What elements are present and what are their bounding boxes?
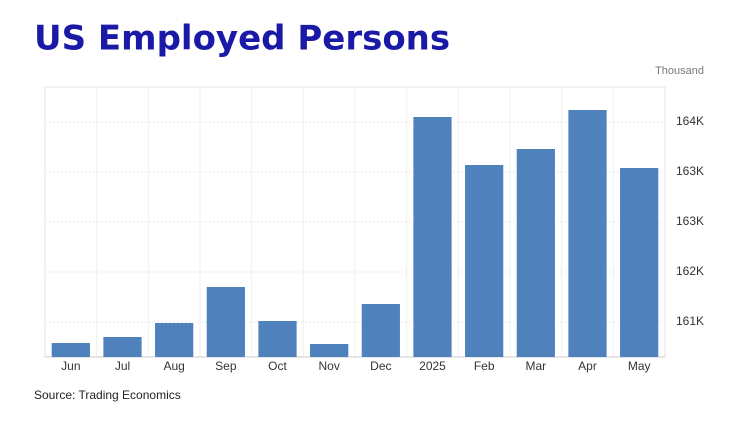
- x-tick-label: 2025: [419, 359, 446, 373]
- x-tick-label: Mar: [525, 359, 546, 373]
- x-tick-label: Sep: [215, 359, 237, 373]
- bar: [413, 117, 452, 357]
- y-tick-label: 164K: [676, 114, 704, 128]
- x-tick-label: Jun: [61, 359, 80, 373]
- bar: [310, 344, 349, 357]
- x-tick-label: Feb: [474, 359, 495, 373]
- x-tick-label: Nov: [318, 359, 339, 373]
- bar: [51, 343, 90, 357]
- chart-title: US Employed Persons: [34, 19, 450, 59]
- source: Source: Trading Economics: [34, 388, 181, 402]
- unit-label: Thousand: [655, 65, 704, 77]
- y-tick-label: 163K: [676, 164, 704, 178]
- bar: [516, 149, 555, 357]
- y-tick-label: 162K: [676, 264, 704, 278]
- x-tick-label: Apr: [578, 359, 597, 373]
- x-tick-label: May: [628, 359, 651, 373]
- bar: [361, 304, 400, 357]
- bar: [155, 323, 194, 357]
- bar: [258, 321, 297, 357]
- bar: [620, 168, 659, 357]
- bar: [568, 110, 607, 357]
- x-tick-label: Dec: [370, 359, 391, 373]
- x-tick-label: Oct: [268, 359, 287, 373]
- y-tick-label: 163K: [676, 214, 704, 228]
- x-tick-label: Aug: [163, 359, 184, 373]
- bar: [206, 287, 245, 357]
- bar: [103, 337, 142, 357]
- bar: [465, 165, 504, 357]
- x-tick-label: Jul: [115, 359, 130, 373]
- y-tick-label: 161K: [676, 314, 704, 328]
